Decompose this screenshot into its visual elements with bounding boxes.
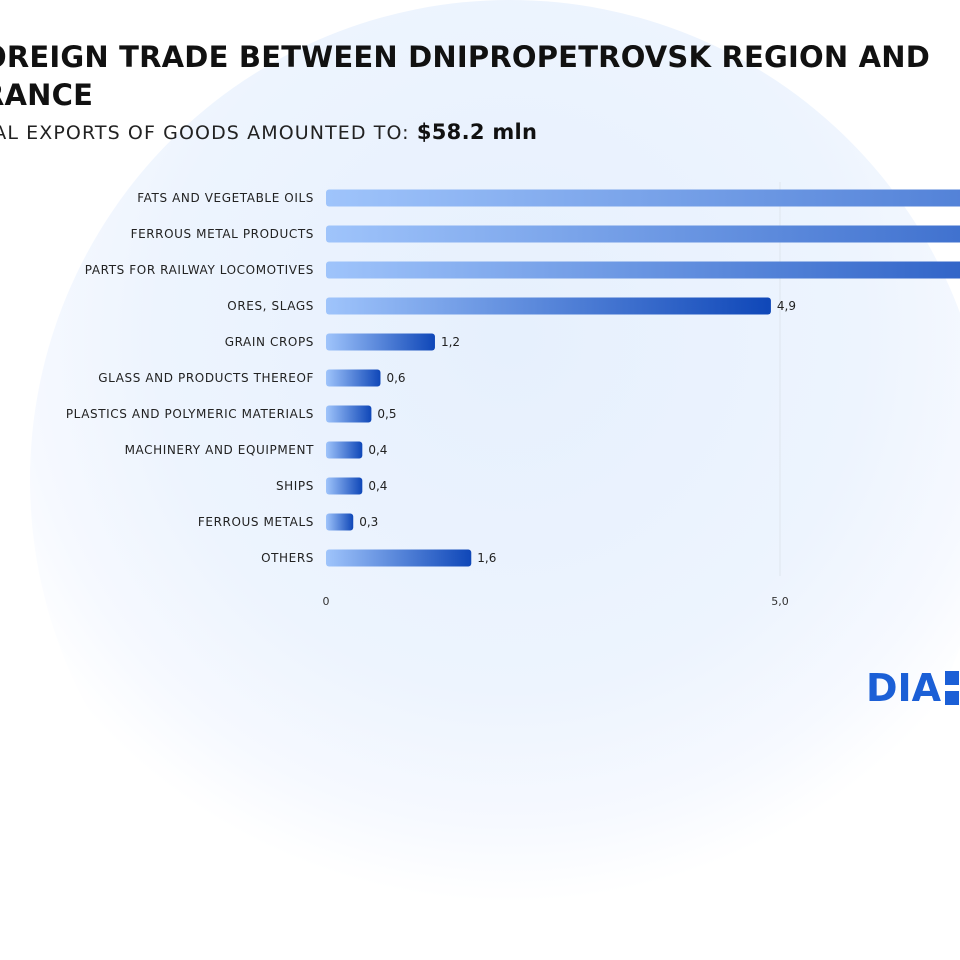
bar: [326, 262, 960, 279]
category-label: MACHINERY AND EQUIPMENT: [125, 443, 315, 457]
category-label: SHIPS: [276, 479, 314, 493]
value-label: 1,6: [477, 551, 496, 565]
bar: [326, 550, 471, 567]
logo-square-bottom: [945, 691, 959, 705]
dia-logo: DIA: [866, 666, 959, 710]
category-label: OTHERS: [261, 551, 314, 565]
bar: [326, 370, 380, 387]
value-labels: 13,310,69,24,91,20,60,50,40,40,31,6: [359, 191, 960, 565]
category-label: GLASS AND PRODUCTS THEREOF: [98, 371, 314, 385]
bar-chart: FATS AND VEGETABLE OILS FERROUS METAL PRO…: [0, 0, 960, 720]
bar: [326, 334, 435, 351]
category-label: FATS AND VEGETABLE OILS: [137, 191, 314, 205]
category-label: GRAIN CROPS: [225, 335, 314, 349]
bar: [326, 478, 362, 495]
bar: [326, 298, 771, 315]
category-label: ORES, SLAGS: [227, 299, 314, 313]
bars: [326, 190, 960, 567]
category-labels: FATS AND VEGETABLE OILS FERROUS METAL PRO…: [66, 191, 314, 565]
value-label: 0,4: [368, 479, 387, 493]
category-label: FERROUS METALS: [198, 515, 314, 529]
category-label: FERROUS METAL PRODUCTS: [131, 227, 314, 241]
bar: [326, 226, 960, 243]
value-label: 0,5: [377, 407, 396, 421]
value-label: 0,6: [386, 371, 405, 385]
bar: [326, 514, 353, 531]
logo-square-top: [945, 671, 959, 685]
value-label: 0,4: [368, 443, 387, 457]
bar: [326, 406, 371, 423]
value-label: 4,9: [777, 299, 796, 313]
tick-label: 5,0: [771, 595, 789, 608]
category-label: PLASTICS AND POLYMERIC MATERIALS: [66, 407, 314, 421]
logo-mark: [945, 671, 959, 705]
value-label: 0,3: [359, 515, 378, 529]
tick-label: 0: [323, 595, 330, 608]
logo-text: DIA: [866, 666, 941, 710]
category-label: PARTS FOR RAILWAY LOCOMOTIVES: [85, 263, 314, 277]
bar: [326, 442, 362, 459]
bar: [326, 190, 960, 207]
x-axis-ticks: 05,010,0: [323, 595, 960, 608]
value-label: 1,2: [441, 335, 460, 349]
